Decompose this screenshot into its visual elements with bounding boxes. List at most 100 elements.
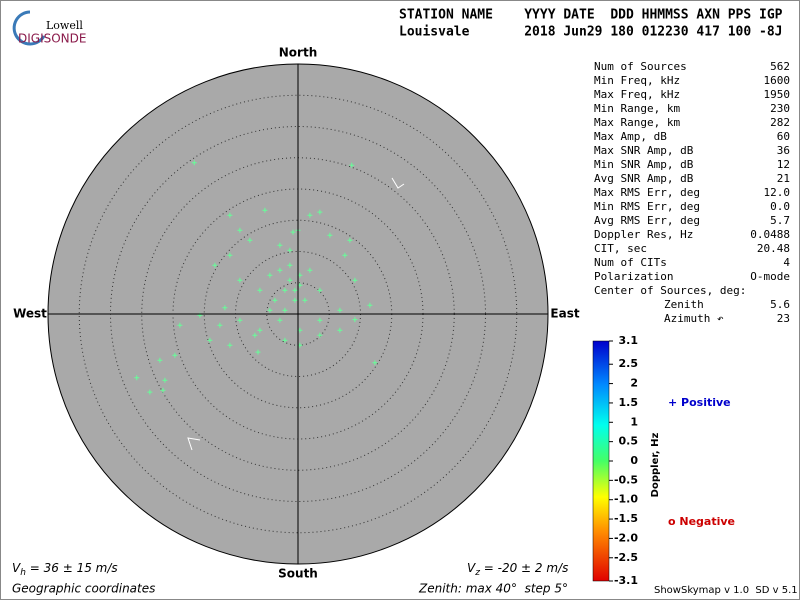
colorbar-tick-label: 1.5 [619, 396, 639, 409]
stat-value: 21 [777, 172, 790, 185]
stat-value: 12 [777, 158, 790, 171]
stat-value: 0.0488 [750, 228, 790, 241]
source-point [292, 297, 298, 303]
stat-label: Max Amp, dB [594, 130, 667, 143]
logo-bottom: DIGISONDE [18, 32, 86, 46]
source-point [237, 277, 243, 283]
stat-value: 20.48 [757, 242, 790, 255]
center-title: Center of Sources, deg: [594, 284, 746, 297]
source-point [277, 317, 283, 323]
legend-positive: + Positive [668, 396, 731, 409]
source-point [317, 209, 323, 215]
source-point [277, 242, 283, 248]
source-point [282, 287, 288, 293]
vz-label: Vz = -20 ± 2 m/s [467, 561, 568, 578]
source-point [352, 317, 358, 323]
source-point [342, 252, 348, 258]
stat-label: Min SNR Amp, dB [594, 158, 694, 171]
colorbar-tick-label: 2 [630, 377, 638, 390]
source-point [349, 162, 355, 168]
colorbar-tick-label: 0 [630, 454, 638, 467]
source-point [317, 287, 323, 293]
stat-label: Doppler Res, Hz [594, 228, 693, 241]
zenith-label: Zenith: max 40° step 5° [418, 582, 568, 596]
stat-label: Num of CITs [594, 256, 667, 269]
source-point [237, 317, 243, 323]
logo-top: Lowell [46, 19, 83, 32]
colorbar-tick-label: -1.5 [614, 512, 638, 525]
stat-label: Min Range, km [594, 102, 680, 115]
source-point [372, 360, 378, 366]
colorbar-tick-label: -0.5 [614, 473, 638, 486]
header-line: Louisvale 2018 Jun29 180 012230 417 100 … [399, 25, 783, 40]
stat-label: Avg SNR Amp, dB [594, 172, 694, 185]
north-label: North [279, 46, 317, 60]
center-label: Zenith [664, 298, 704, 311]
stat-value: 562 [770, 60, 790, 73]
south-label: South [278, 567, 318, 581]
stat-label: Min Freq, kHz [594, 74, 680, 87]
source-point [272, 297, 278, 303]
source-point [147, 389, 153, 395]
source-point [317, 317, 323, 323]
source-point [337, 327, 343, 333]
stat-value: O-mode [750, 270, 790, 283]
source-point [337, 307, 343, 313]
source-point [257, 287, 263, 293]
stat-value: 0.0 [770, 200, 790, 213]
chevron [187, 437, 201, 451]
source-point [287, 262, 293, 268]
colorbar-tick-label: 3.1 [619, 334, 639, 347]
colorbar-tick-label: 1 [630, 415, 638, 428]
legend-negative: o Negative [668, 515, 735, 528]
source-point [227, 212, 233, 218]
west-label: West [13, 307, 47, 321]
colorbar [592, 340, 610, 582]
source-point [162, 377, 168, 383]
stat-value: 1950 [764, 88, 791, 101]
source-point [287, 247, 293, 253]
source-point [160, 387, 166, 393]
stat-label: Max RMS Err, deg [594, 186, 700, 199]
source-point [277, 267, 283, 273]
stat-value: 1600 [764, 74, 791, 87]
source-point [352, 277, 358, 283]
colorbar-tick-label: 2.5 [619, 357, 639, 370]
colorbar-tick-label: -1.0 [614, 493, 638, 506]
logo-arc [12, 10, 46, 46]
source-point [302, 297, 308, 303]
source-point [282, 307, 288, 313]
stat-label: Polarization [594, 270, 673, 283]
source-point [262, 207, 268, 213]
source-point [217, 322, 223, 328]
stat-label: Avg RMS Err, deg [594, 214, 700, 227]
header-line: STATION NAME YYYY DATE DDD HHMMSS AXN PP… [399, 8, 783, 23]
colorbar-tick-label: 0.5 [619, 435, 639, 448]
source-point [267, 272, 273, 278]
stat-label: Min RMS Err, deg [594, 200, 700, 213]
source-point [292, 287, 298, 293]
source-point [317, 332, 323, 338]
source-point [212, 262, 218, 268]
center-value: 23 [777, 312, 790, 325]
stat-value: 4 [783, 256, 790, 269]
stat-label: Max SNR Amp, dB [594, 144, 694, 157]
source-point [191, 160, 197, 166]
source-point [157, 357, 163, 363]
source-point [227, 252, 233, 258]
source-point [237, 227, 243, 233]
source-point [222, 305, 228, 311]
version-label: ShowSkymap v 1.0 SD v 5.1 [654, 585, 798, 596]
source-point [347, 237, 353, 243]
source-point [367, 302, 373, 308]
colorbar-title: Doppler, Hz [650, 433, 661, 498]
stat-label: CIT, sec [594, 242, 647, 255]
source-point [255, 349, 261, 355]
source-point [257, 327, 263, 333]
stat-value: 60 [777, 130, 790, 143]
chevron [391, 177, 405, 189]
coords-label: Geographic coordinates [12, 582, 155, 596]
stat-label: Num of Sources [594, 60, 687, 73]
center-value: 5.6 [770, 298, 790, 311]
